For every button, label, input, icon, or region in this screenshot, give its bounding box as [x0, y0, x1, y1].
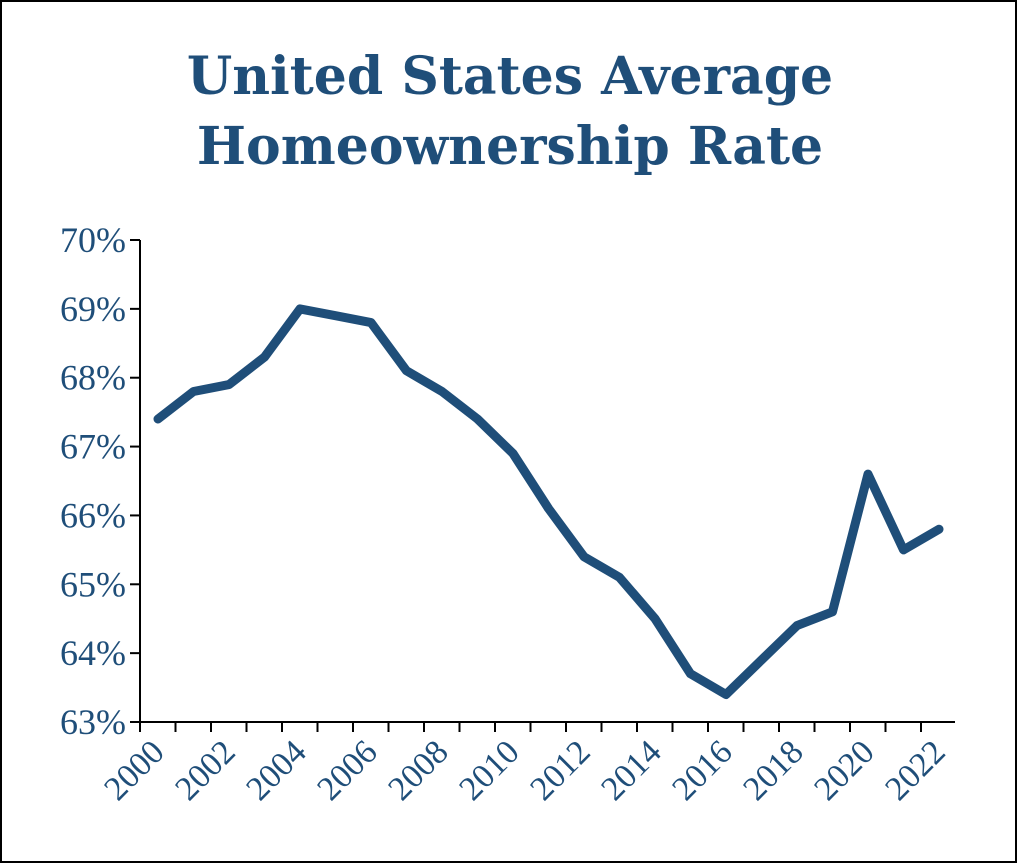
data-point [261, 353, 269, 361]
y-axis-ticks: 63% 64% 65% 66% 67% 68% 69% 70% [60, 220, 140, 742]
y-tick-label: 65% [60, 564, 126, 604]
data-point [864, 470, 872, 478]
data-point [935, 525, 943, 533]
data-point [474, 415, 482, 423]
y-tick-label: 66% [60, 495, 126, 535]
data-point [509, 449, 517, 457]
data-point [225, 381, 233, 389]
x-tick-label: 2018 [736, 733, 810, 807]
data-point [687, 670, 695, 678]
x-tick-label: 2010 [452, 733, 526, 807]
data-point [722, 690, 730, 698]
axes [139, 240, 955, 723]
data-point [616, 573, 624, 581]
y-tick-label: 63% [60, 702, 126, 742]
x-tick-label: 2006 [310, 733, 384, 807]
data-point [403, 367, 411, 375]
data-point [793, 622, 801, 630]
x-tick-label: 2008 [381, 733, 455, 807]
x-tick-label: 2000 [97, 733, 171, 807]
series-line [153, 304, 944, 699]
data-point [829, 608, 837, 616]
y-tick-label: 69% [60, 289, 126, 329]
x-tick-label: 2014 [594, 733, 668, 807]
y-tick-label: 70% [60, 220, 126, 260]
x-tick-label: 2002 [168, 733, 242, 807]
x-tick-label: 2020 [807, 733, 881, 807]
data-point [332, 312, 340, 320]
data-point [296, 305, 304, 313]
x-tick-label: 2004 [239, 733, 313, 807]
data-point [580, 553, 588, 561]
data-point [900, 546, 908, 554]
data-point [438, 387, 446, 395]
x-axis-ticks: 2000200220042006200820102012201420162018… [97, 722, 953, 808]
chart-title-line-2: Homeownership Rate [197, 116, 823, 177]
y-tick-label: 68% [60, 358, 126, 398]
y-tick-label: 64% [60, 633, 126, 673]
data-point [545, 505, 553, 513]
data-point [758, 656, 766, 664]
x-tick-label: 2012 [523, 733, 597, 807]
data-point [190, 387, 198, 395]
y-tick-label: 67% [60, 427, 126, 467]
series-homeownership [153, 304, 944, 699]
data-point [367, 319, 375, 327]
x-tick-label: 2016 [665, 733, 739, 807]
chart-title-line-1: United States Average [187, 46, 833, 107]
data-point [154, 415, 162, 423]
x-tick-label: 2022 [878, 733, 952, 807]
data-point [651, 615, 659, 623]
